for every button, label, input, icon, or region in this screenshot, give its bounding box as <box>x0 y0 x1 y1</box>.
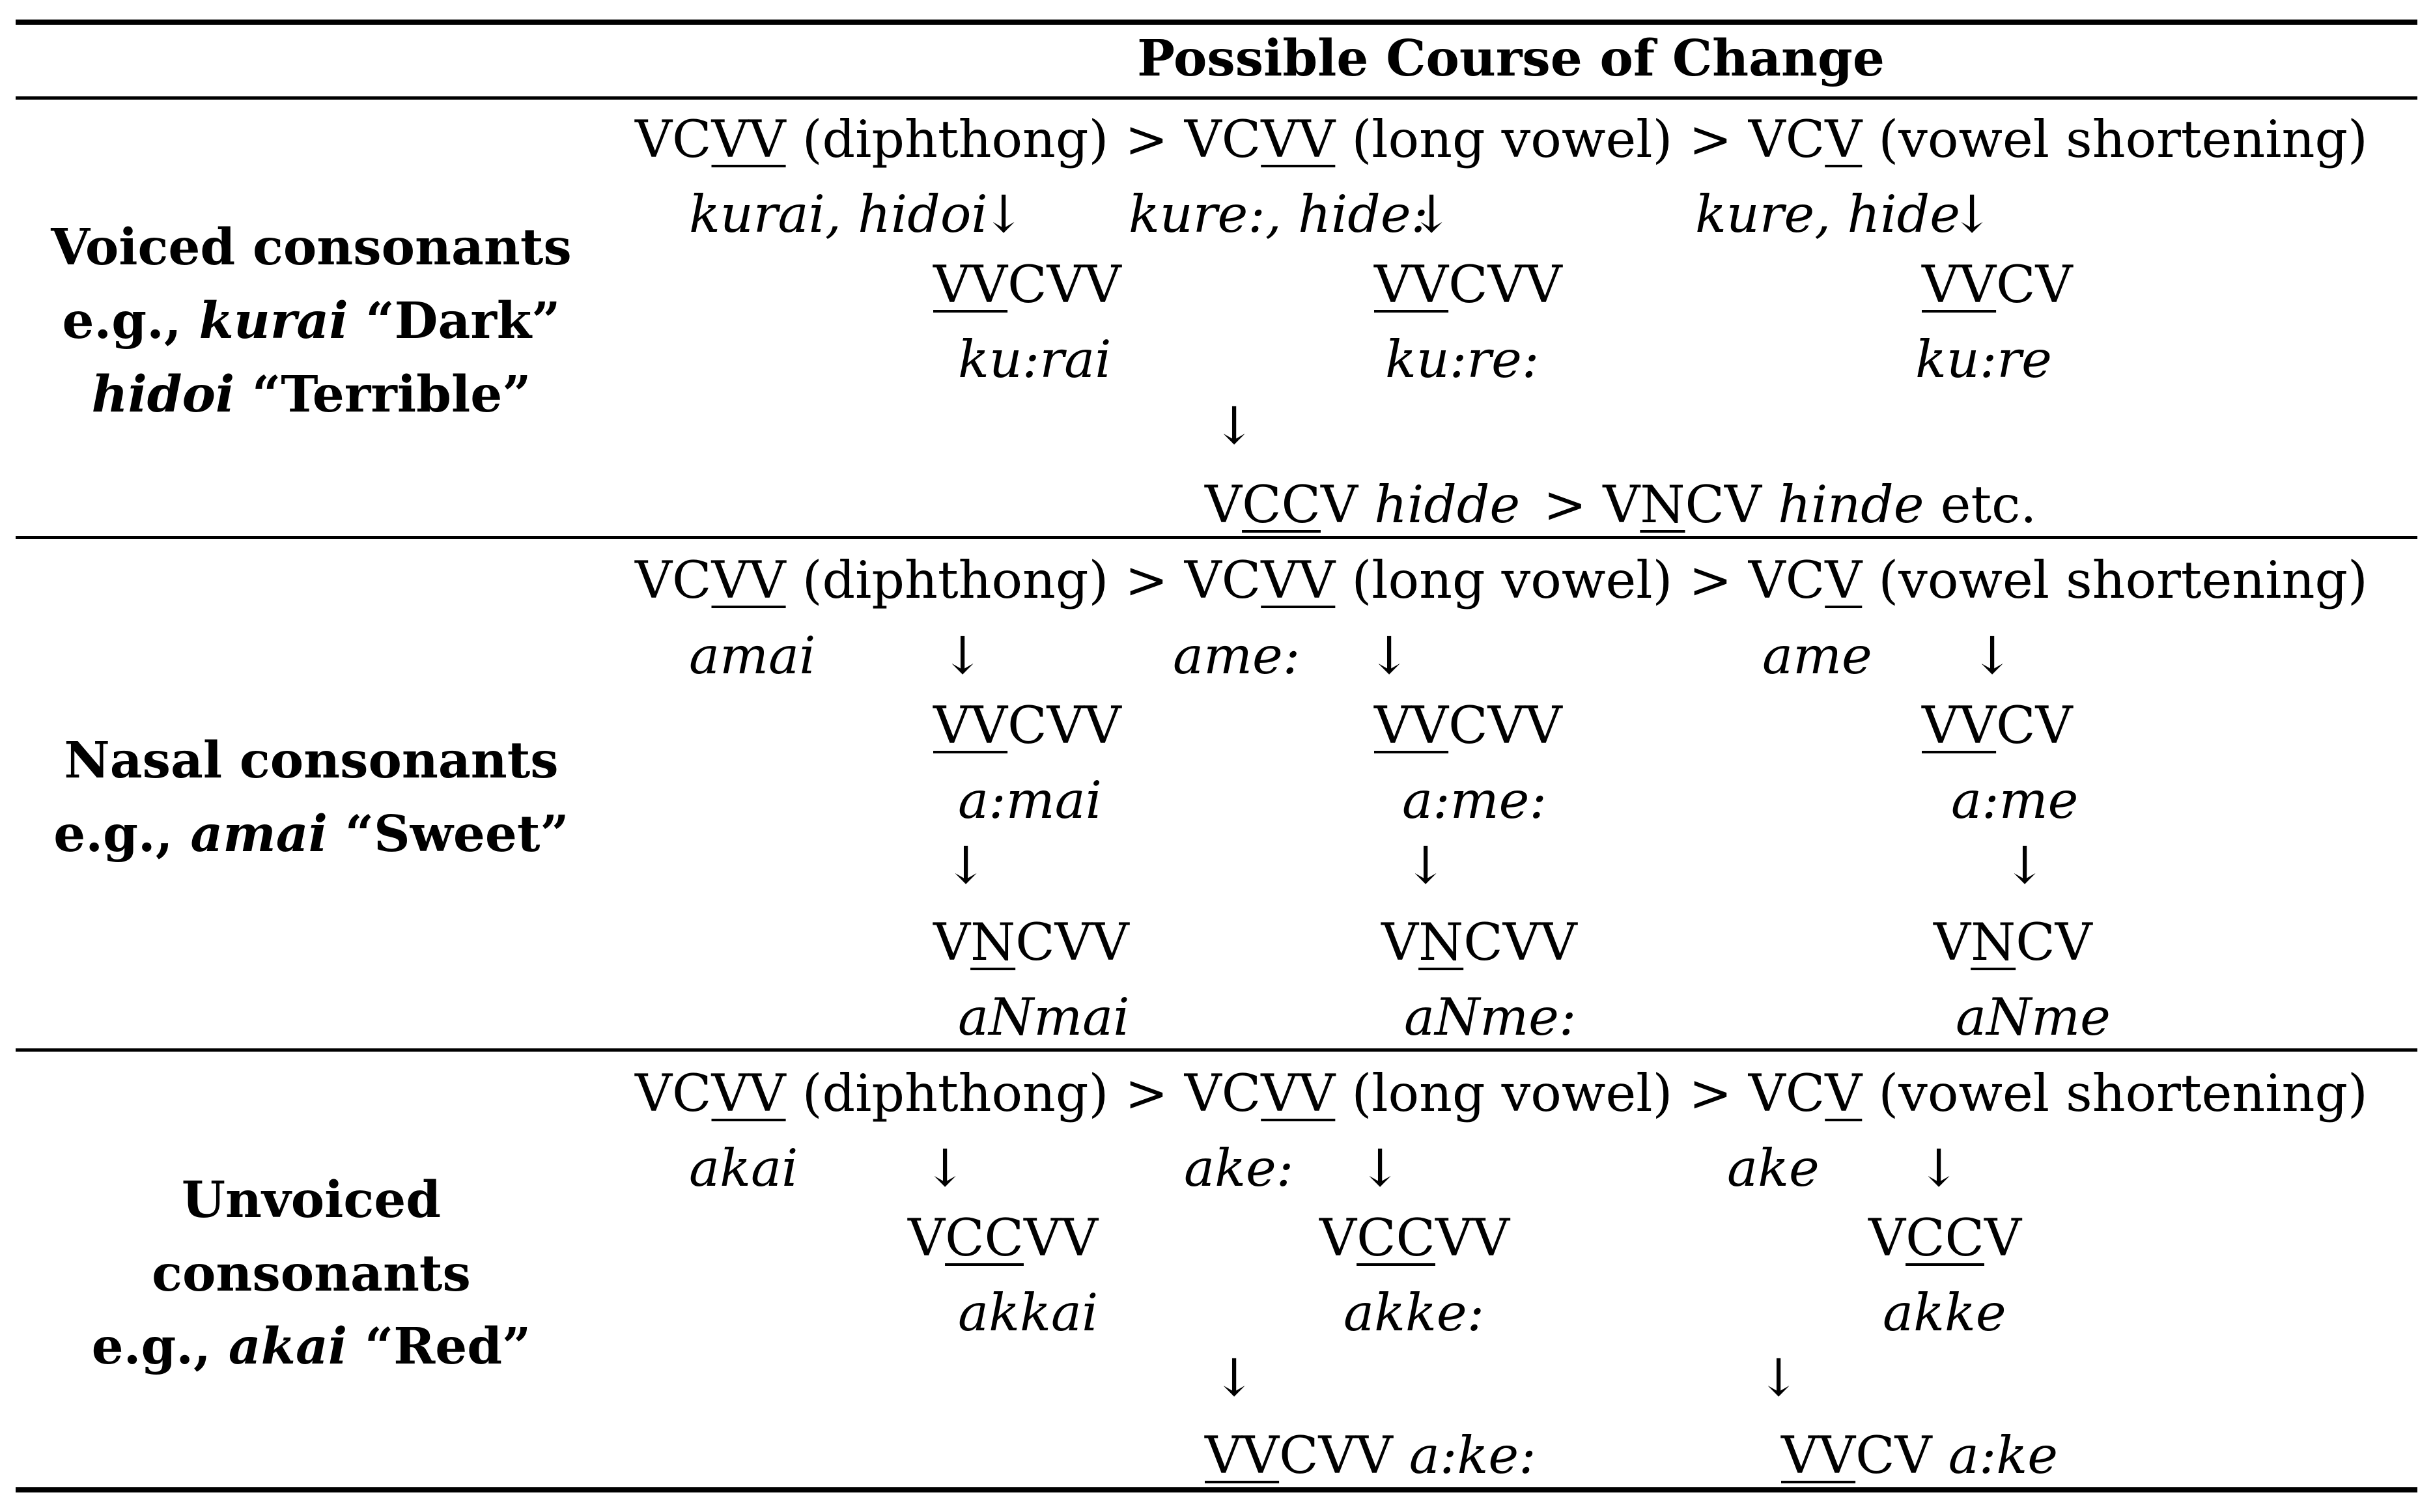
form-pattern: VCCVV <box>908 1208 1099 1268</box>
form-pattern-bottom: VVCVV a:ke: <box>1205 1425 1536 1485</box>
change-chain: VCVV (diphthong) > VCVV (long vowel) > V… <box>635 1063 2368 1123</box>
form-example: a:me: <box>1402 770 1547 830</box>
form-example: ku:re <box>1915 329 2052 389</box>
down-arrow-icon: ↓ <box>1971 626 2014 686</box>
table-top-rule <box>16 20 2417 25</box>
example-words: kure:, hide: <box>1129 184 1429 244</box>
form-pattern: VVCVV <box>933 695 1121 755</box>
form-pattern: VCCV <box>1868 1208 2022 1268</box>
down-arrow-icon: ↓ <box>1213 396 1256 456</box>
form-example: a:mai <box>958 770 1102 830</box>
form-example: a:me <box>1951 770 2079 830</box>
form-example: akkai <box>958 1283 1099 1343</box>
down-arrow-icon: ↓ <box>1358 1138 1402 1198</box>
down-arrow-icon: ↓ <box>1917 1138 1961 1198</box>
table-bottom-rule <box>16 1487 2417 1492</box>
example-words: ake: <box>1184 1138 1294 1198</box>
row-divider-2 <box>16 1048 2417 1052</box>
form-example: aNmai <box>958 987 1130 1047</box>
header-bottom-rule <box>16 96 2417 100</box>
row-divider-1 <box>16 536 2417 539</box>
form-pattern: VVCVV <box>933 255 1121 315</box>
form-pattern-bottom: VVCV a:ke <box>1781 1425 2059 1485</box>
form-pattern: VVCV <box>1922 695 2073 755</box>
form-pattern-bottom: VCCV hidde <box>1205 475 1521 535</box>
example-words: ame <box>1762 626 1872 686</box>
form-example: akke <box>1883 1283 2006 1343</box>
row-label-nasal: Nasal consonants <box>64 731 559 790</box>
down-arrow-icon: ↓ <box>1950 184 1994 244</box>
down-arrow-icon: ↓ <box>2003 835 2047 895</box>
example-words: ake <box>1727 1138 1820 1198</box>
example-words: kurai, hidoi <box>689 184 988 244</box>
example-words: kure, hide <box>1695 184 1960 244</box>
row-example-unvoiced: e.g., akai “Red” <box>91 1317 531 1376</box>
row-example-nasal: e.g., amai “Sweet” <box>53 805 569 863</box>
form-pattern: VVCVV <box>1374 695 1562 755</box>
form-pattern: VNCV <box>1934 912 2092 972</box>
form-pattern: VCCVV <box>1319 1208 1510 1268</box>
down-arrow-icon: ↓ <box>941 626 985 686</box>
form-example: ku:re: <box>1385 329 1540 389</box>
row-label-unvoiced: Unvoiced <box>181 1171 442 1229</box>
down-arrow-icon: ↓ <box>1410 184 1454 244</box>
row-label-voiced: Voiced consonants <box>51 218 572 277</box>
example-words: ame: <box>1173 626 1301 686</box>
form-example: aNme: <box>1404 987 1577 1047</box>
change-chain: VCVV (diphthong) > VCVV (long vowel) > V… <box>635 109 2368 169</box>
down-arrow-icon: ↓ <box>1404 835 1448 895</box>
example-words: amai <box>689 626 816 686</box>
form-pattern: VVCV <box>1922 255 2073 315</box>
down-arrow-icon: ↓ <box>1757 1348 1801 1408</box>
form-example: aNme <box>1956 987 2111 1047</box>
form-example: akke: <box>1343 1283 1485 1343</box>
down-arrow-icon: ↓ <box>1213 1348 1256 1408</box>
row-example-voiced-2: hidoi “Terrible” <box>91 365 531 424</box>
row-example-voiced-1: e.g., kurai “Dark” <box>62 292 561 350</box>
down-arrow-icon: ↓ <box>982 184 1026 244</box>
form-pattern: VVCVV <box>1374 255 1562 315</box>
example-words: akai <box>689 1138 798 1198</box>
form-pattern-bottom: > VNCV hinde etc. <box>1543 475 2037 535</box>
form-example: ku:rai <box>958 329 1112 389</box>
down-arrow-icon: ↓ <box>944 835 988 895</box>
form-pattern: VNCVV <box>933 912 1129 972</box>
change-chain: VCVV (diphthong) > VCVV (long vowel) > V… <box>635 550 2368 610</box>
row-label-unvoiced-2: consonants <box>152 1244 471 1303</box>
column-header: Possible Course of Change <box>1137 29 1885 88</box>
down-arrow-icon: ↓ <box>923 1138 967 1198</box>
down-arrow-icon: ↓ <box>1368 626 1411 686</box>
form-pattern: VNCVV <box>1381 912 1577 972</box>
